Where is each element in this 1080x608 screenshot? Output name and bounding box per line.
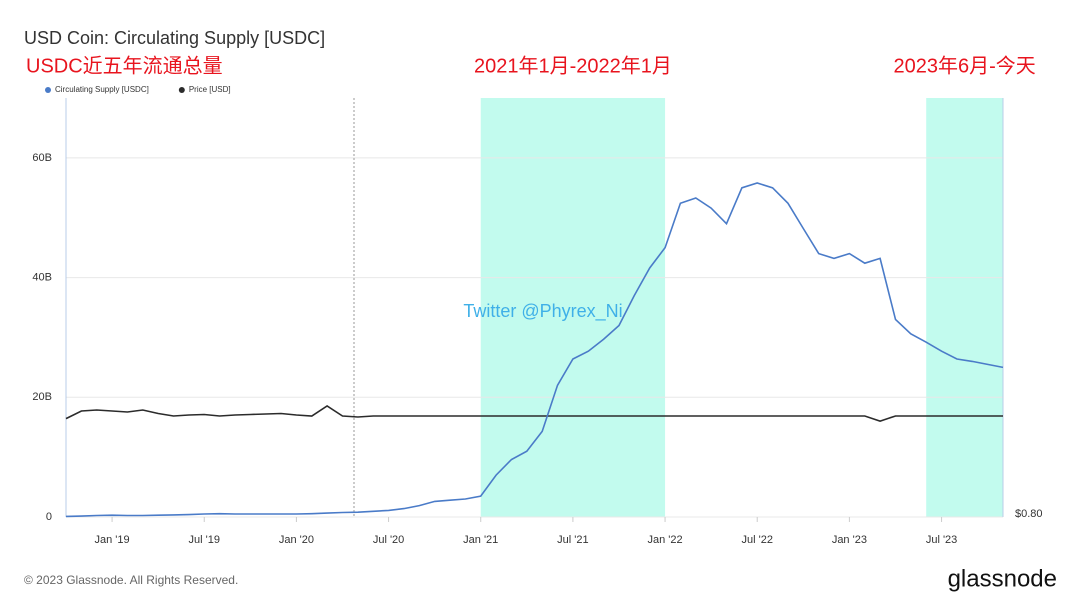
y-tick-label: 40B [32, 271, 52, 283]
legend-swatch [178, 87, 185, 93]
x-tick-label: Jan '21 [463, 534, 498, 546]
x-tick-label: Jan '22 [647, 534, 682, 546]
data-line [65, 404, 1003, 422]
x-tick-label: Jan '19 [95, 534, 130, 546]
highlight-label: 2023年6月-今天 [893, 54, 1035, 77]
highlight-band [926, 98, 1003, 517]
data-line [65, 182, 1004, 518]
x-tick-label: Jul '21 [557, 534, 588, 546]
footer: © 2023 Glassnode. All Rights Reserved. [24, 573, 238, 587]
chart-subtitle: USDC近五年流通总量 [26, 54, 223, 77]
highlight-label: 2021年1月-2022年1月 [474, 54, 672, 77]
y2-tick-label: $0.80 [1015, 508, 1043, 520]
chart-title: USD Coin: Circulating Supply [USDC] [24, 28, 325, 48]
y-tick-label: 0 [46, 511, 52, 523]
x-tick-label: Jan '23 [832, 534, 867, 546]
x-tick-label: Jan '20 [279, 534, 314, 546]
legend-swatch [45, 87, 51, 93]
highlight-band [480, 98, 666, 517]
x-tick-label: Jul '20 [373, 534, 404, 546]
x-tick-label: Jul '19 [189, 534, 220, 546]
logo: glassnode [948, 565, 1057, 592]
x-tick-label: Jul '22 [742, 534, 773, 546]
legend-label: Circulating Supply [USDC] [55, 85, 149, 94]
legend-label: Price [USD] [189, 85, 231, 94]
watermark: Twitter @Phyrex_Ni [463, 301, 622, 322]
y-tick-label: 20B [32, 391, 52, 403]
x-tick-label: Jul '23 [926, 534, 957, 546]
y-tick-label: 60B [32, 152, 52, 164]
